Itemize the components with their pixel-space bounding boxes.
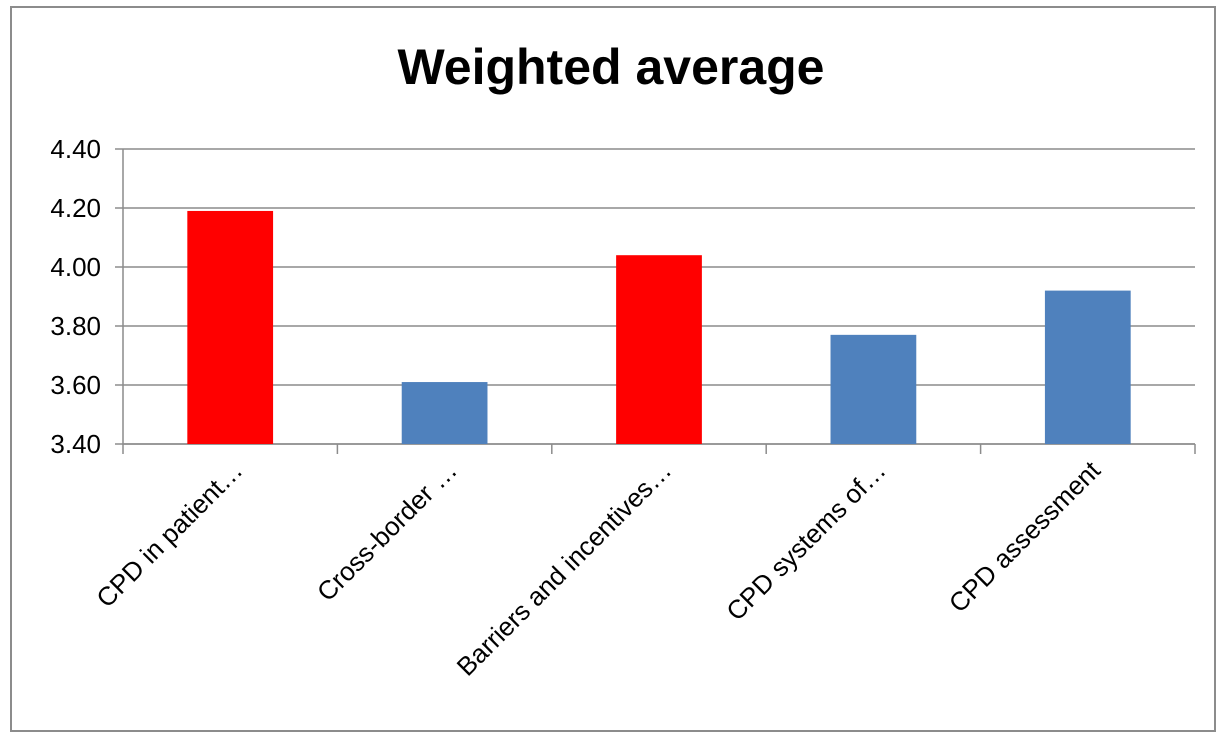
bar <box>616 255 702 444</box>
x-category-label: Barriers and incentives… <box>451 455 678 682</box>
bar <box>402 382 488 444</box>
y-tick-label: 3.60 <box>50 370 101 400</box>
y-tick-label: 3.40 <box>50 429 101 459</box>
y-tick-label: 4.40 <box>50 134 101 164</box>
bar <box>187 211 273 444</box>
x-category-label: CPD in patient… <box>90 455 248 613</box>
bar <box>1045 291 1131 444</box>
bar <box>831 335 917 444</box>
x-category-label: CPD assessment <box>943 454 1107 618</box>
x-category-label: CPD systems of… <box>720 455 891 626</box>
y-tick-label: 3.80 <box>50 311 101 341</box>
x-category-label: Cross-border … <box>311 455 463 607</box>
y-tick-label: 4.20 <box>50 193 101 223</box>
y-tick-label: 4.00 <box>50 252 101 282</box>
